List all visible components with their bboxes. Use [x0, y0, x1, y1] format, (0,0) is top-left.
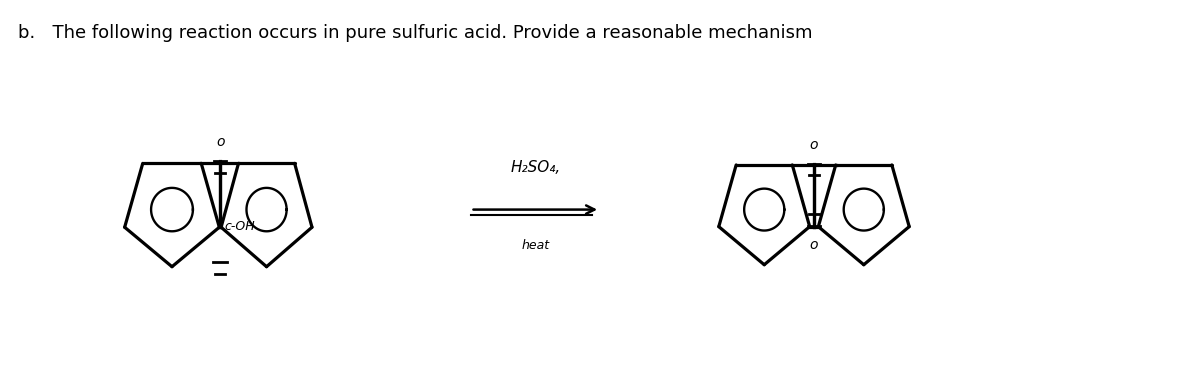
Text: o: o: [810, 238, 818, 252]
Text: c-OH: c-OH: [224, 220, 256, 234]
Text: b.   The following reaction occurs in pure sulfuric acid. Provide a reasonable m: b. The following reaction occurs in pure…: [18, 24, 812, 42]
Text: o: o: [810, 138, 818, 152]
Text: o: o: [216, 135, 224, 149]
Text: heat: heat: [521, 239, 550, 252]
Text: H₂SO₄,: H₂SO₄,: [510, 160, 560, 175]
